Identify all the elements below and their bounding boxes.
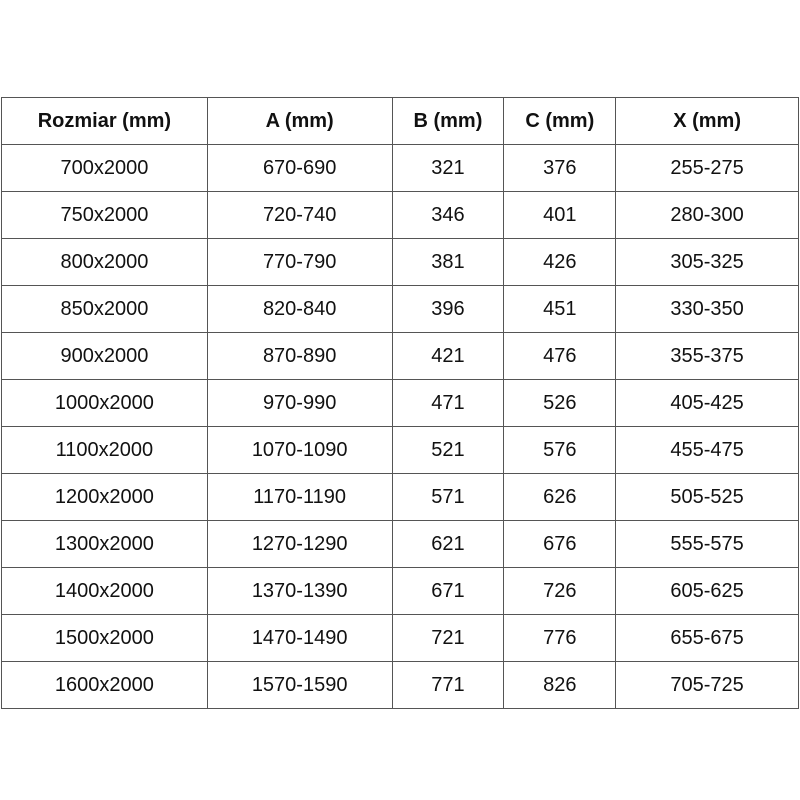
table-cell: 476 [503,332,617,380]
table-cell: 850x2000 [1,285,208,333]
column-header: C (mm) [503,97,617,145]
table-cell: 521 [391,426,505,474]
table-cell: 451 [503,285,617,333]
table-cell: 280-300 [615,191,799,239]
table-row: 1500x2000 1470-1490 721 776 655-675 [1,614,799,662]
table-cell: 671 [391,567,505,615]
table-cell: 900x2000 [1,332,208,380]
table-cell: 571 [391,473,505,521]
table-cell: 471 [391,379,505,427]
table-cell: 670-690 [206,144,393,192]
column-header: B (mm) [391,97,505,145]
table-cell: 1100x2000 [1,426,208,474]
table-cell: 771 [391,661,505,709]
table-row: 750x2000 720-740 346 401 280-300 [1,191,799,239]
table-row: 800x2000 770-790 381 426 305-325 [1,238,799,286]
table-cell: 255-275 [615,144,799,192]
table-cell: 826 [503,661,617,709]
table-cell: 426 [503,238,617,286]
table-cell: 1370-1390 [206,567,393,615]
table-cell: 330-350 [615,285,799,333]
table-row: 1200x2000 1170-1190 571 626 505-525 [1,473,799,521]
table-cell: 700x2000 [1,144,208,192]
table-cell: 505-525 [615,473,799,521]
table-cell: 1300x2000 [1,520,208,568]
table-row: 1600x2000 1570-1590 771 826 705-725 [1,661,799,709]
table-row: 850x2000 820-840 396 451 330-350 [1,285,799,333]
table-cell: 576 [503,426,617,474]
table-cell: 705-725 [615,661,799,709]
table-cell: 1500x2000 [1,614,208,662]
table-cell: 776 [503,614,617,662]
table-cell: 376 [503,144,617,192]
table-cell: 1200x2000 [1,473,208,521]
table-cell: 355-375 [615,332,799,380]
table-row: 1300x2000 1270-1290 621 676 555-575 [1,520,799,568]
column-header: X (mm) [615,97,799,145]
table-cell: 321 [391,144,505,192]
table-cell: 346 [391,191,505,239]
table-cell: 626 [503,473,617,521]
column-header: Rozmiar (mm) [1,97,208,145]
table-cell: 870-890 [206,332,393,380]
table-cell: 401 [503,191,617,239]
table-cell: 770-790 [206,238,393,286]
table-cell: 1170-1190 [206,473,393,521]
table-cell: 421 [391,332,505,380]
table-cell: 621 [391,520,505,568]
table-cell: 721 [391,614,505,662]
table-cell: 1070-1090 [206,426,393,474]
table-row: 1100x2000 1070-1090 521 576 455-475 [1,426,799,474]
table-cell: 381 [391,238,505,286]
table-cell: 1570-1590 [206,661,393,709]
dimensions-table: Rozmiar (mm) A (mm) B (mm) C (mm) X (mm) 700… [1,97,799,709]
table-cell: 726 [503,567,617,615]
table-cell: 1400x2000 [1,567,208,615]
table-cell: 720-740 [206,191,393,239]
table-row: 900x2000 870-890 421 476 355-375 [1,332,799,380]
header-row: Rozmiar (mm) A (mm) B (mm) C (mm) X (mm) [1,97,799,145]
table-cell: 605-625 [615,567,799,615]
table-cell: 305-325 [615,238,799,286]
table-cell: 655-675 [615,614,799,662]
table-cell: 1600x2000 [1,661,208,709]
table-cell: 455-475 [615,426,799,474]
table-cell: 1000x2000 [1,379,208,427]
table-cell: 1470-1490 [206,614,393,662]
column-header: A (mm) [206,97,393,145]
table-cell: 750x2000 [1,191,208,239]
table-cell: 1270-1290 [206,520,393,568]
table-row: 1400x2000 1370-1390 671 726 605-625 [1,567,799,615]
table-cell: 405-425 [615,379,799,427]
table-cell: 820-840 [206,285,393,333]
table-cell: 800x2000 [1,238,208,286]
table-cell: 526 [503,379,617,427]
table-row: 1000x2000 970-990 471 526 405-425 [1,379,799,427]
table-cell: 555-575 [615,520,799,568]
table-row: 700x2000 670-690 321 376 255-275 [1,144,799,192]
table-cell: 676 [503,520,617,568]
table-cell: 396 [391,285,505,333]
table-cell: 970-990 [206,379,393,427]
